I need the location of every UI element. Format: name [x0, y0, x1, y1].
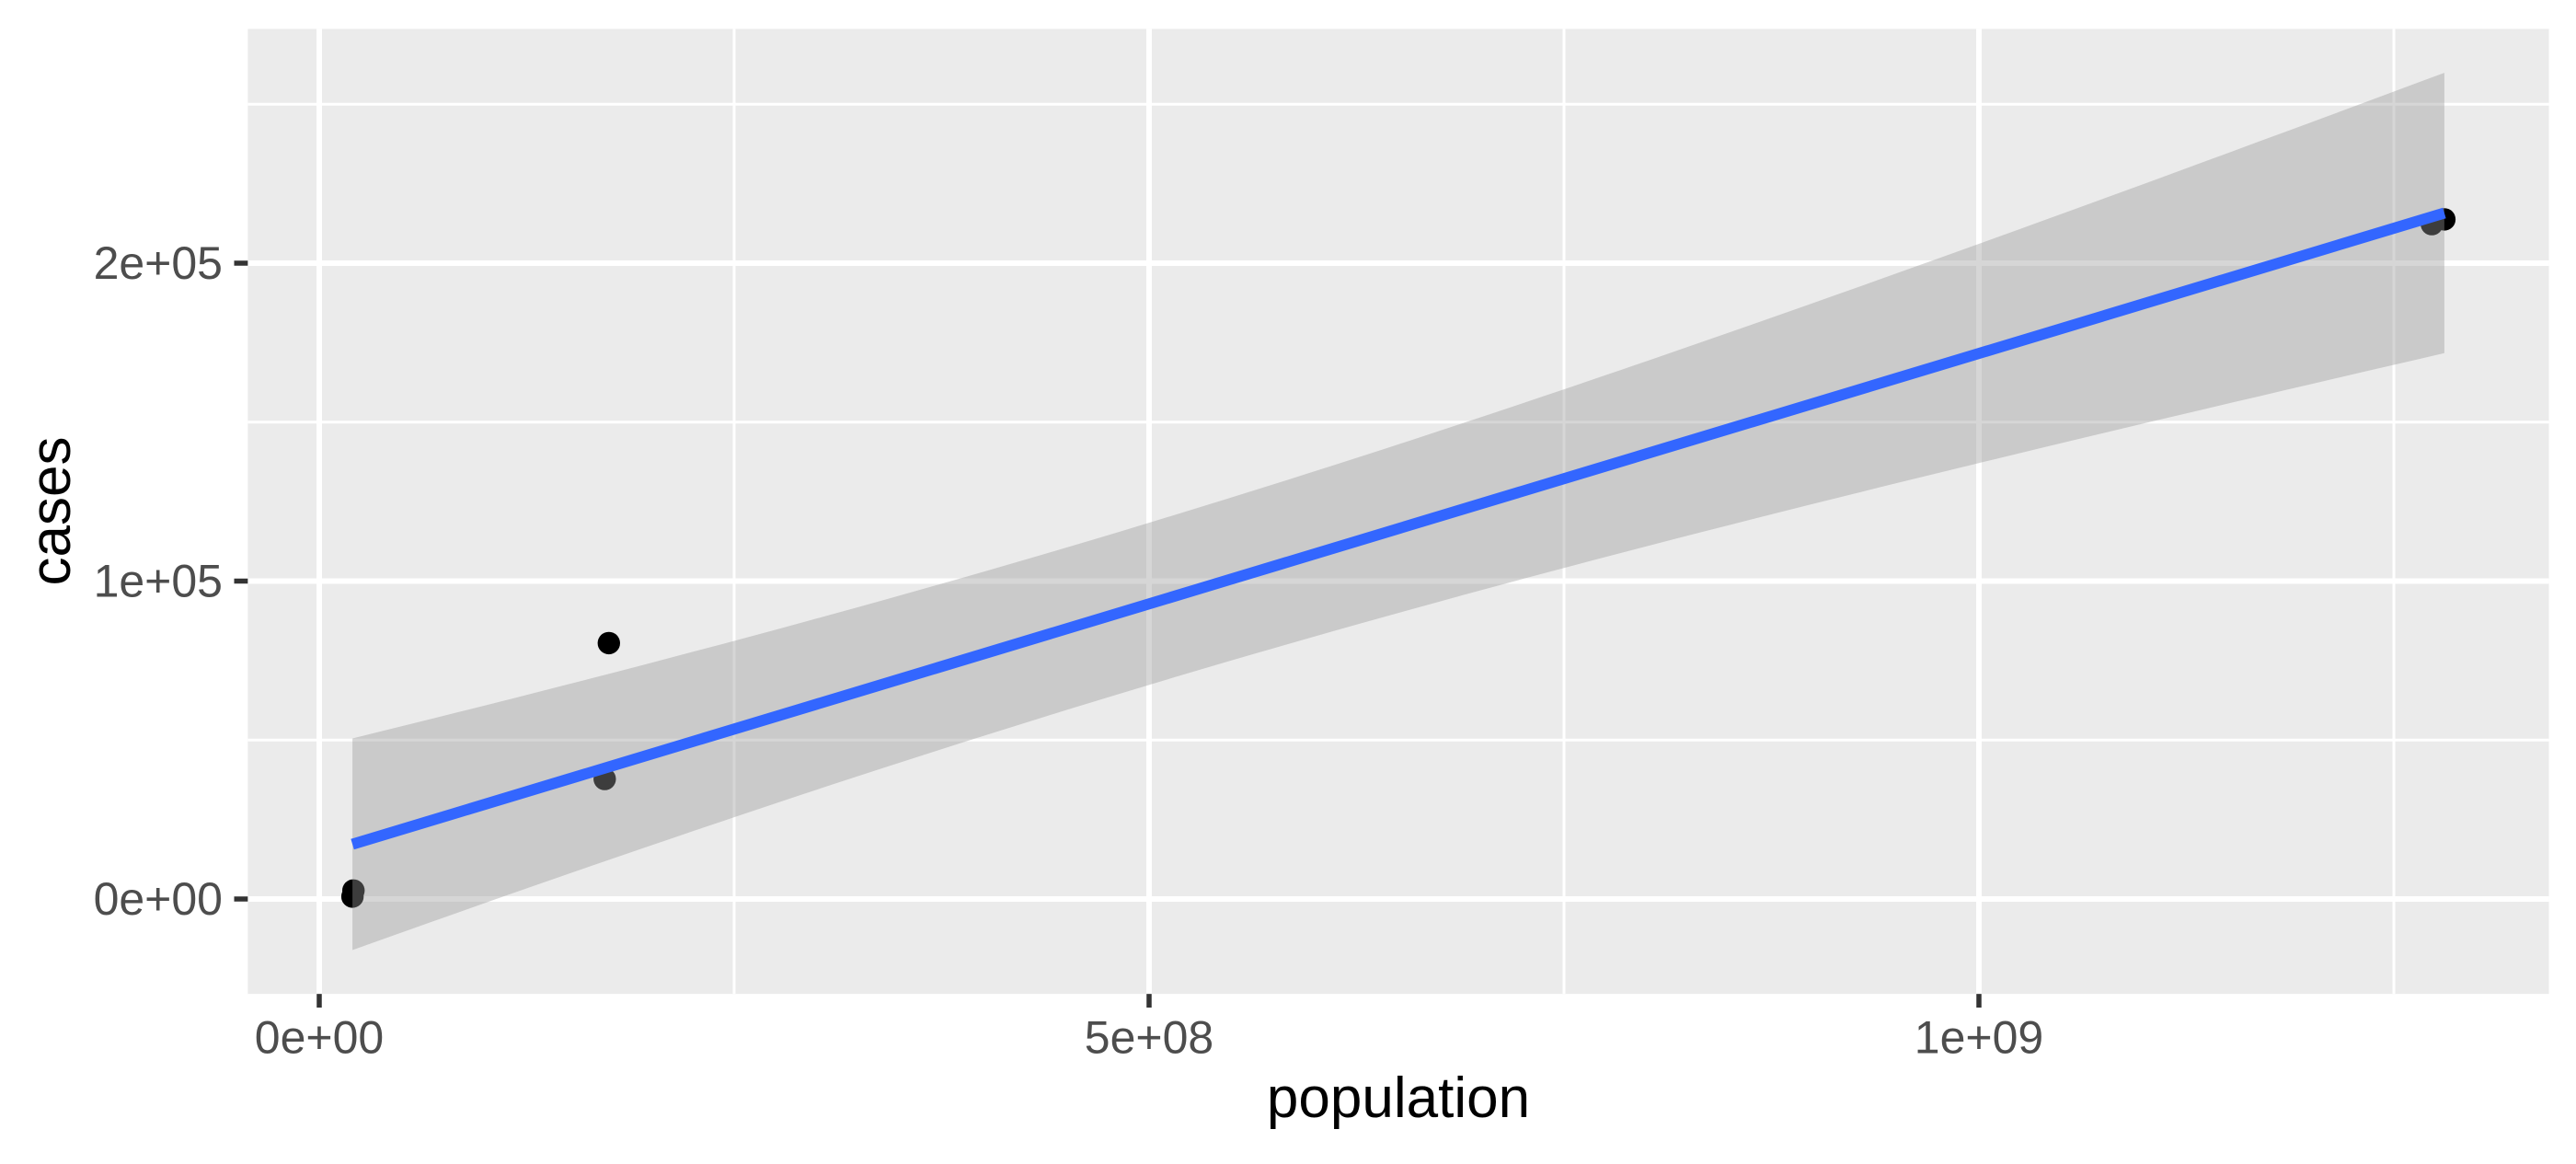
svg-text:0e+00: 0e+00 [94, 873, 223, 925]
svg-text:0e+00: 0e+00 [255, 1012, 384, 1064]
svg-text:cases: cases [19, 437, 83, 586]
svg-text:1e+09: 1e+09 [1915, 1012, 2043, 1064]
svg-text:population: population [1267, 1066, 1530, 1130]
svg-text:1e+05: 1e+05 [94, 556, 223, 607]
svg-text:5e+08: 5e+08 [1085, 1012, 1213, 1064]
svg-text:2e+05: 2e+05 [94, 237, 223, 289]
